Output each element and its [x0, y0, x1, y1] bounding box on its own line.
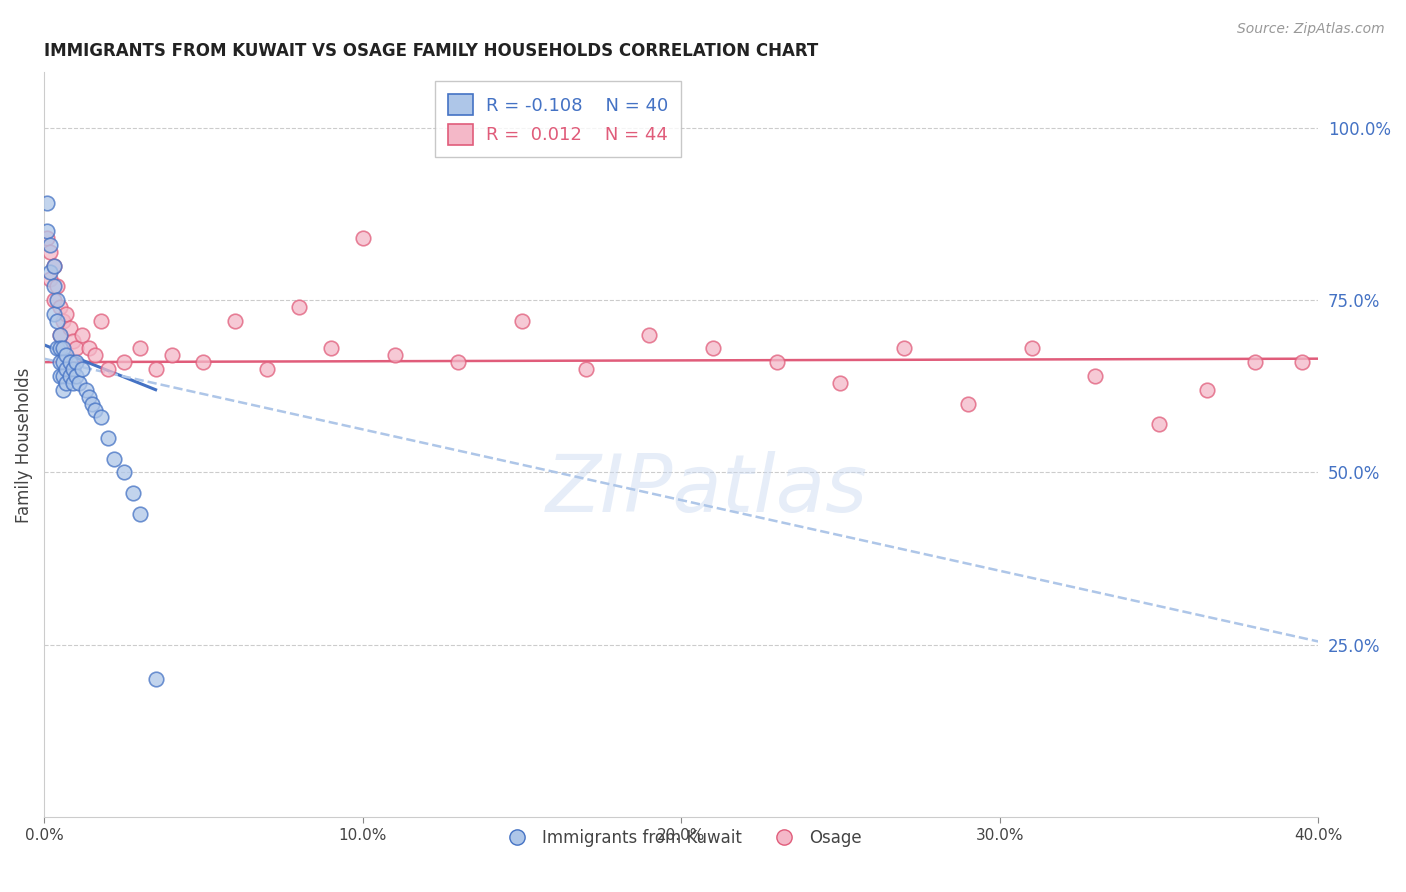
Point: [49, 368, 72, 383]
Point: [97, 362, 120, 376]
Point: [52, 342, 75, 356]
Point: [58, 355, 80, 369]
Point: [384, 348, 406, 362]
Point: [72, 362, 94, 376]
Point: [45, 314, 67, 328]
Text: ZIPatlas: ZIPatlas: [546, 450, 868, 529]
Point: [42, 293, 65, 307]
Point: [765, 355, 787, 369]
Point: [112, 466, 135, 480]
Point: [65, 342, 87, 356]
Point: [224, 314, 246, 328]
Point: [80, 396, 103, 410]
Point: [45, 342, 67, 356]
Text: Source: ZipAtlas.com: Source: ZipAtlas.com: [1237, 22, 1385, 37]
Point: [90, 314, 112, 328]
Point: [830, 376, 852, 390]
Point: [42, 307, 65, 321]
Point: [893, 342, 915, 356]
Point: [145, 673, 167, 687]
Point: [52, 355, 75, 369]
Point: [84, 348, 107, 362]
Point: [97, 431, 120, 445]
Point: [58, 368, 80, 383]
Point: [77, 342, 100, 356]
Point: [575, 362, 598, 376]
Point: [42, 259, 65, 273]
Point: [42, 279, 65, 293]
Point: [62, 362, 84, 376]
Point: [58, 320, 80, 334]
Point: [72, 327, 94, 342]
Point: [256, 362, 278, 376]
Point: [39, 272, 62, 286]
Point: [160, 348, 183, 362]
Point: [55, 376, 77, 390]
Point: [447, 355, 470, 369]
Point: [52, 368, 75, 383]
Point: [37, 231, 59, 245]
Point: [77, 390, 100, 404]
Y-axis label: Family Households: Family Households: [15, 368, 32, 523]
Point: [193, 355, 215, 369]
Point: [65, 368, 87, 383]
Point: [1243, 355, 1265, 369]
Point: [65, 355, 87, 369]
Legend: Immigrants from Kuwait, Osage: Immigrants from Kuwait, Osage: [494, 822, 869, 854]
Point: [37, 224, 59, 238]
Point: [52, 314, 75, 328]
Point: [62, 376, 84, 390]
Point: [352, 231, 374, 245]
Point: [39, 244, 62, 259]
Point: [510, 314, 533, 328]
Point: [319, 342, 342, 356]
Point: [49, 327, 72, 342]
Point: [702, 342, 724, 356]
Point: [1147, 417, 1170, 432]
Point: [122, 486, 145, 500]
Point: [1084, 368, 1107, 383]
Point: [1195, 383, 1218, 397]
Point: [75, 383, 97, 397]
Point: [39, 238, 62, 252]
Point: [67, 376, 90, 390]
Point: [638, 327, 661, 342]
Point: [39, 265, 62, 279]
Point: [84, 403, 107, 417]
Point: [956, 396, 979, 410]
Point: [55, 307, 77, 321]
Point: [288, 300, 311, 314]
Point: [103, 451, 125, 466]
Point: [45, 279, 67, 293]
Point: [49, 300, 72, 314]
Point: [1021, 342, 1043, 356]
Point: [49, 327, 72, 342]
Point: [112, 355, 135, 369]
Point: [55, 362, 77, 376]
Text: IMMIGRANTS FROM KUWAIT VS OSAGE FAMILY HOUSEHOLDS CORRELATION CHART: IMMIGRANTS FROM KUWAIT VS OSAGE FAMILY H…: [44, 42, 818, 60]
Point: [49, 342, 72, 356]
Point: [37, 196, 59, 211]
Point: [128, 507, 150, 521]
Point: [55, 348, 77, 362]
Point: [62, 334, 84, 349]
Point: [1291, 355, 1313, 369]
Point: [45, 293, 67, 307]
Point: [49, 355, 72, 369]
Point: [145, 362, 167, 376]
Point: [90, 410, 112, 425]
Point: [128, 342, 150, 356]
Point: [52, 383, 75, 397]
Point: [42, 259, 65, 273]
